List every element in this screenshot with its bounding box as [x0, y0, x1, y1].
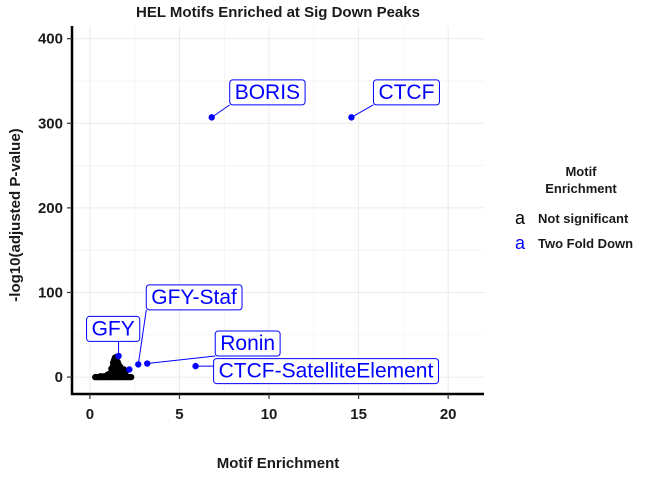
point-labels: BORIS CTCF GFY-Staf GFY Ronin CTCF-SatelliteE… — [86, 79, 440, 385]
point-label-box — [86, 315, 141, 342]
x-tick-label: 0 — [86, 406, 94, 423]
point-label-leader — [211, 104, 231, 118]
legend-title-line2: Enrichment — [545, 181, 617, 196]
point-label-box — [229, 79, 306, 106]
point-two-fold-down — [126, 366, 133, 373]
point-label-text: BORIS — [235, 81, 300, 104]
x-tick-label: 20 — [440, 406, 457, 423]
point-label: BORIS — [211, 79, 306, 118]
y-tick-label: 200 — [38, 200, 63, 217]
axes — [67, 26, 484, 399]
point-label-box — [214, 330, 281, 357]
chart-title: HEL Motifs Enriched at Sig Down Peaks — [136, 4, 420, 21]
point-label-text: CTCF — [378, 81, 434, 104]
point-two-fold-down — [348, 114, 355, 121]
point-label-text: Ronin — [220, 332, 275, 355]
point-label-box — [145, 284, 243, 311]
x-tick-label: 10 — [261, 406, 278, 423]
y-tick-label: 300 — [38, 115, 63, 132]
y-tick-label: 100 — [38, 284, 63, 301]
legend-label: Two Fold Down — [538, 236, 633, 251]
point-label-leader — [351, 104, 374, 118]
point-label: GFY-Staf — [137, 284, 243, 365]
y-tick-label: 0 — [55, 369, 63, 386]
legend-entries: a Not significant a Two Fold Down — [515, 208, 633, 253]
point-label: GFY — [86, 315, 141, 356]
data-points — [92, 114, 355, 381]
x-tick-label: 15 — [350, 406, 367, 423]
point-not-significant — [127, 373, 135, 381]
point-label-text: GFY-Staf — [151, 286, 237, 309]
point-not-significant — [114, 358, 121, 366]
legend-label: Not significant — [538, 211, 629, 226]
point-label: Ronin — [147, 330, 281, 365]
point-label-box — [213, 358, 439, 385]
point-label-leader — [147, 355, 216, 365]
point-label: CTCF-SatelliteElement — [195, 358, 439, 385]
point-label: CTCF — [351, 79, 440, 118]
y-axis-title: -log10(adjusted P-value) — [7, 128, 24, 301]
point-label-leader — [137, 309, 147, 365]
legend-title-line1: Motif — [565, 164, 597, 179]
x-axis-title: Motif Enrichment — [217, 455, 340, 472]
legend-key-glyph: a — [515, 208, 526, 228]
point-two-fold-down — [208, 114, 215, 121]
point-label-box — [372, 79, 440, 106]
legend-key-glyph: a — [515, 233, 526, 253]
point-label-text: CTCF-SatelliteElement — [219, 360, 434, 383]
point-label-text: GFY — [92, 317, 135, 340]
y-tick-label: 400 — [38, 31, 63, 48]
x-tick-label: 5 — [175, 406, 183, 423]
legend: Motif Enrichment a Not significant a Two Fo… — [515, 164, 633, 253]
